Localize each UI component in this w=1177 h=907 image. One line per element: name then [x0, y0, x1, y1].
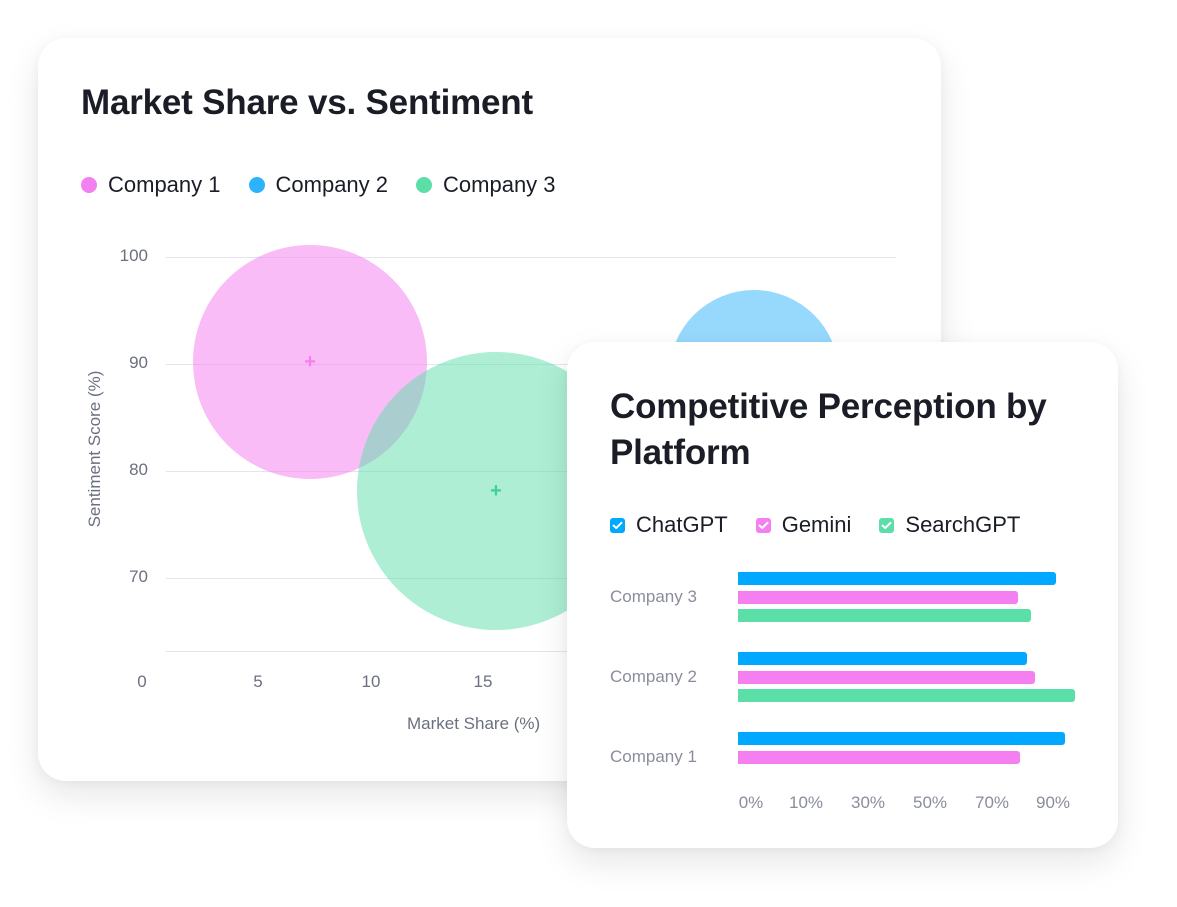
legend-label: Company 2 [275, 172, 389, 197]
legend-label: SearchGPT [905, 512, 1021, 537]
bar-company-2-gemini[interactable] [738, 671, 1035, 684]
legend-label: Company 3 [443, 172, 556, 197]
x-tick: 15 [473, 672, 493, 691]
legend-item-company-2[interactable]: Company 2 [248, 172, 389, 198]
bar-company-2-searchgpt[interactable] [738, 689, 1075, 702]
legend-item-chatgpt[interactable]: ChatGPT [610, 512, 728, 538]
y-tick: 70 [129, 567, 148, 586]
legend-label: Gemini [781, 512, 852, 537]
x-tick: 0% [738, 793, 764, 812]
bar-legend: ChatGPT Gemini SearchGPT [610, 512, 1048, 538]
category-label: Company 2 [610, 667, 697, 686]
legend-item-company-3[interactable]: Company 3 [416, 172, 556, 198]
x-tick: 0 [137, 672, 147, 691]
bubble-center-marker-icon: + [304, 351, 316, 373]
x-tick: 5 [253, 672, 263, 691]
x-tick: 70% [974, 793, 1010, 812]
competitive-perception-card: Competitive Perception by Platform ChatG… [567, 342, 1118, 848]
x-tick: 90% [1035, 793, 1071, 812]
x-tick: 10% [788, 793, 824, 812]
gridline [166, 257, 896, 258]
bar-company-3-chatgpt[interactable] [738, 572, 1056, 585]
legend-label: Company 1 [108, 172, 221, 197]
x-axis-line [166, 651, 896, 652]
bar-company-1-gemini[interactable] [738, 751, 1020, 764]
chart-title: Market Share vs. Sentiment [81, 83, 533, 122]
y-tick: 100 [119, 246, 148, 265]
y-axis-label: Sentiment Score (%) [85, 370, 104, 528]
legend-dot-icon [248, 177, 265, 193]
category-label: Company 3 [610, 587, 697, 606]
x-axis-label: Market Share (%) [407, 714, 541, 733]
bubble-legend: Company 1 Company 2 Company 3 [81, 172, 584, 198]
x-tick: 30% [850, 793, 886, 812]
checkbox-checked-icon[interactable] [610, 517, 625, 533]
x-tick: 50% [912, 793, 948, 812]
legend-item-company-1[interactable]: Company 1 [81, 172, 221, 198]
x-tick: 10 [361, 672, 381, 691]
bar-company-3-searchgpt[interactable] [738, 609, 1031, 622]
legend-label: ChatGPT [636, 512, 728, 537]
bar-company-3-gemini[interactable] [738, 591, 1018, 604]
legend-dot-icon [81, 177, 97, 193]
y-tick: 90 [129, 353, 148, 372]
chart-title: Competitive Perception by Platform [610, 387, 1047, 472]
legend-dot-icon [416, 177, 433, 193]
y-tick: 80 [129, 460, 148, 479]
bar-company-1-chatgpt[interactable] [738, 732, 1065, 745]
category-label: Company 1 [610, 747, 697, 766]
checkbox-checked-icon[interactable] [755, 517, 771, 533]
bubble-center-marker-icon: + [490, 480, 502, 502]
legend-item-searchgpt[interactable]: SearchGPT [879, 512, 1020, 538]
legend-item-gemini[interactable]: Gemini [755, 512, 852, 538]
bar-company-2-chatgpt[interactable] [738, 652, 1027, 665]
checkbox-checked-icon[interactable] [879, 517, 895, 533]
